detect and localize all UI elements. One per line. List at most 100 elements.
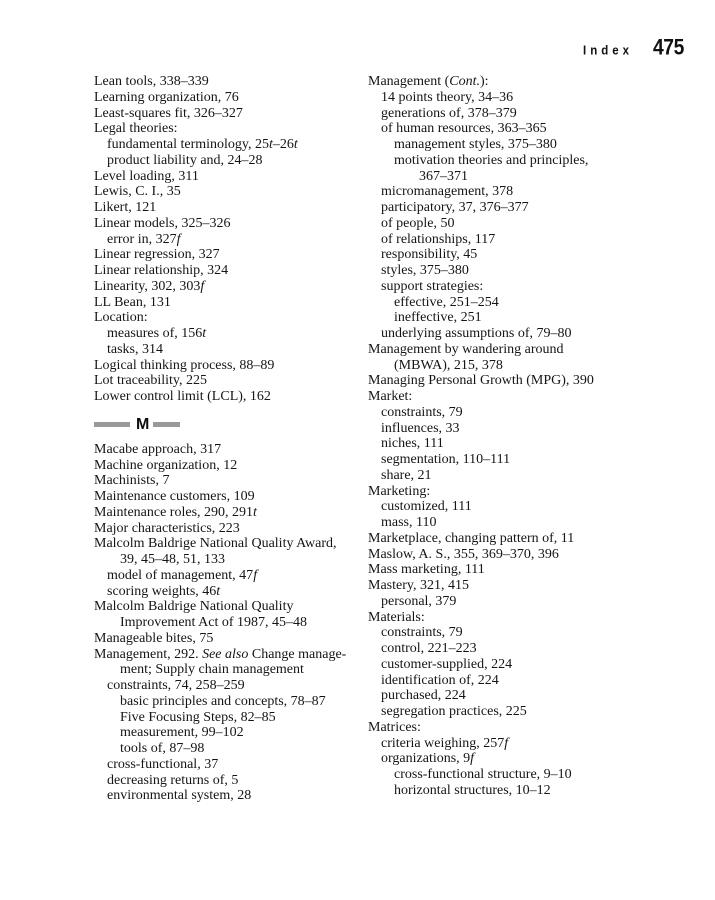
index-entry: Machine organization, 12 (94, 457, 238, 473)
index-entry: micromanagement, 378 (381, 184, 514, 200)
index-entry: Lot traceability, 225 (94, 373, 207, 389)
index-entry: of relationships, 117 (381, 231, 496, 247)
index-entry: effective, 251–254 (394, 294, 499, 310)
index-entry: Machinists, 7 (94, 473, 170, 489)
index-entry: Linearity, 302, 303f (94, 278, 205, 294)
index-entry: underlying assumptions of, 79–80 (381, 326, 572, 341)
index-entry: Management by wandering around (368, 341, 564, 357)
index-entry: Learning organization, 76 (94, 89, 239, 105)
index-entry: environmental system, 28 (107, 788, 252, 804)
index-entry: Lewis, C. I., 35 (94, 184, 181, 200)
index-entry: of human resources, 363–365 (381, 121, 547, 137)
index-column-right: Management (Cont.): 14 points theory, 34–… (368, 74, 698, 799)
index-entry: Logical thinking process, 88–89 (94, 357, 275, 373)
index-entry: ment; Supply chain management (120, 662, 304, 678)
index-entry: management styles, 375–380 (394, 137, 557, 152)
index-entry: identification of, 224 (381, 672, 499, 688)
page-header: Index 475 (583, 35, 687, 61)
index-entry: 14 points theory, 34–36 (381, 89, 514, 105)
index-entry: Matrices: (368, 719, 421, 735)
index-entry: decreasing returns of, 5 (107, 772, 239, 788)
index-entry: basic principles and concepts, 78–87 (120, 693, 326, 709)
index-entry: constraints, 79 (381, 625, 463, 641)
index-entry: Marketplace, changing pattern of, 11 (368, 530, 575, 546)
index-entry: cross-functional, 37 (107, 756, 219, 772)
section-heading-m: M (94, 415, 366, 433)
index-entry: measures of, 156t (107, 326, 207, 341)
index-entry: Linear relationship, 324 (94, 263, 229, 278)
index-entry: cross-functional structure, 9–10 (394, 767, 572, 782)
index-entry: Managing Personal Growth (MPG), 390 (368, 373, 594, 389)
index-entry: Legal theories: (94, 121, 178, 137)
index-entry: Management, 292. See also Change manage- (94, 646, 347, 662)
index-entry: Five Focusing Steps, 82–85 (120, 709, 276, 725)
index-entry: Likert, 121 (94, 200, 157, 215)
index-entry: constraints, 74, 258–259 (107, 678, 245, 693)
index-entry: tasks, 314 (107, 341, 163, 357)
index-entry: Major characteristics, 223 (94, 520, 240, 536)
index-entry: influences, 33 (381, 420, 460, 436)
index-entry: LL Bean, 131 (94, 294, 171, 310)
index-entry: Lean tools, 338–339 (94, 74, 209, 89)
index-entry: ineffective, 251 (394, 310, 482, 326)
index-entry: 39, 45–48, 51, 133 (120, 552, 225, 567)
index-entry: Maslow, A. S., 355, 369–370, 396 (368, 546, 559, 562)
index-entry: organizations, 9f (381, 751, 475, 767)
index-entry: measurement, 99–102 (120, 725, 244, 741)
index-entry: Location: (94, 310, 148, 326)
index-entry: personal, 379 (381, 593, 457, 609)
section-letter: M (136, 415, 150, 433)
index-entry: constraints, 79 (381, 404, 463, 420)
index-entry: Level loading, 311 (94, 168, 199, 184)
index-entry: participatory, 37, 376–377 (381, 200, 529, 215)
index-entry: of people, 50 (381, 215, 455, 231)
index-entry: Improvement Act of 1987, 45–48 (120, 615, 308, 630)
index-entry: segmentation, 110–111 (381, 452, 511, 467)
index-entry: niches, 111 (381, 436, 444, 452)
index-entry: responsibility, 45 (381, 247, 478, 263)
section-rule-right (153, 422, 181, 428)
index-entry: support strategies: (381, 278, 484, 294)
section-rule-left (94, 422, 130, 428)
index-entry: Least-squares fit, 326–327 (94, 105, 243, 121)
index-entry: criteria weighing, 257f (381, 735, 509, 751)
index-entry: Linear regression, 327 (94, 247, 220, 263)
running-head-title: Index (583, 44, 634, 58)
index-entry: (MBWA), 215, 378 (394, 357, 503, 373)
index-entry: share, 21 (381, 467, 432, 483)
index-entry: error in, 327f (107, 231, 181, 247)
index-entry: motivation theories and principles, (394, 152, 589, 168)
index-entry: product liability and, 24–28 (107, 152, 263, 168)
index-entry: Maintenance customers, 109 (94, 489, 255, 504)
index-entry: Maintenance roles, 290, 291t (94, 504, 257, 520)
index-entry: tools of, 87–98 (120, 741, 205, 756)
index-column-left: Lean tools, 338–339 Learning organization… (94, 74, 366, 804)
index-entry: fundamental terminology, 25t–26t (107, 137, 298, 152)
page-number: 475 (653, 35, 684, 60)
index-entry: Manageable bites, 75 (94, 630, 214, 646)
index-entry: generations of, 378–379 (381, 105, 517, 121)
index-entry: Lower control limit (LCL), 162 (94, 389, 271, 404)
index-entry: Materials: (368, 609, 425, 625)
index-entry: Linear models, 325–326 (94, 215, 231, 231)
index-entry: mass, 110 (381, 515, 437, 530)
index-entry: scoring weights, 46t (107, 583, 221, 599)
index-entry: control, 221–223 (381, 641, 477, 656)
index-entry: Management (Cont.): (368, 74, 489, 89)
index-entry: Marketing: (368, 483, 431, 499)
index-entry: Malcolm Baldrige National Quality (94, 599, 294, 615)
index-entry: customer-supplied, 224 (381, 656, 513, 672)
index-entry: Macabe approach, 317 (94, 441, 222, 457)
index-entry: styles, 375–380 (381, 263, 469, 278)
index-entry: customized, 111 (381, 499, 472, 515)
index-entry: 367–371 (419, 168, 468, 184)
index-entry: Mass marketing, 111 (368, 562, 485, 578)
index-entry: Malcolm Baldrige National Quality Award, (94, 536, 337, 552)
index-entry: Market: (368, 389, 413, 404)
index-entry: purchased, 224 (381, 688, 466, 704)
index-entry: Mastery, 321, 415 (368, 578, 469, 593)
index-entry: model of management, 47f (107, 567, 258, 583)
index-entry: horizontal structures, 10–12 (394, 782, 551, 798)
index-entry: segregation practices, 225 (381, 704, 527, 719)
